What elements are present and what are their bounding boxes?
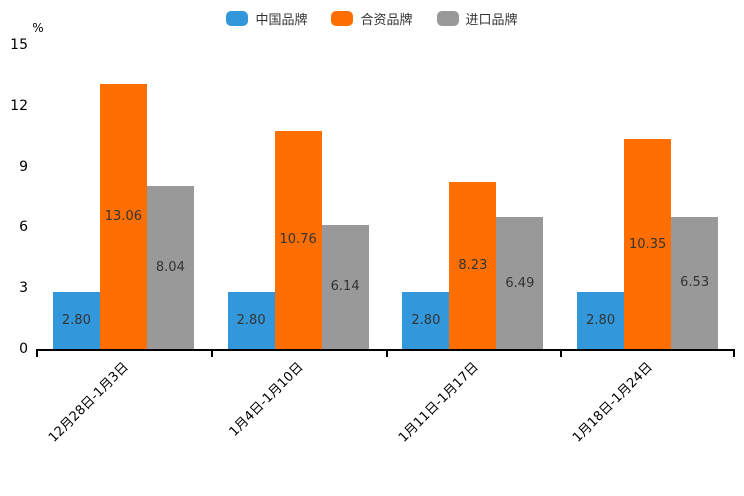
legend-label: 进口品牌 <box>465 13 518 28</box>
bar-value-label: 2.80 <box>586 313 616 329</box>
y-tick-label: 12 <box>10 97 28 114</box>
bar: 10.35 <box>624 139 672 349</box>
legend-swatch-icon <box>226 11 249 26</box>
legend-item[interactable]: 进口品牌 <box>436 9 518 28</box>
bar: 6.14 <box>321 224 369 349</box>
bar: 6.53 <box>671 216 719 349</box>
bar-group: 2.80 13.06 8.04 <box>36 45 211 349</box>
y-tick-label: 6 <box>19 219 28 236</box>
x-tick-label: 1月4日-1月10日 <box>226 359 307 440</box>
bar-value-label: 2.80 <box>236 313 266 329</box>
bar-value-label: 8.04 <box>155 260 185 276</box>
x-axis-tick-mark <box>560 349 563 357</box>
bar: 13.06 <box>99 84 147 349</box>
bar-value-label: 6.53 <box>680 275 710 291</box>
bar-group: 2.80 10.76 6.14 <box>211 45 386 349</box>
bar-value-label: 8.23 <box>458 258 488 274</box>
y-tick-label: 9 <box>19 158 28 175</box>
bar: 2.80 <box>577 292 625 349</box>
bar: 10.76 <box>274 130 322 349</box>
bar-value-label: 10.76 <box>279 232 317 248</box>
bar-group: 2.80 8.23 6.49 <box>386 45 561 349</box>
x-tick-label: 1月18日-1月24日 <box>570 359 657 446</box>
legend-item[interactable]: 合资品牌 <box>331 9 413 28</box>
bar: 8.04 <box>146 186 194 349</box>
bar-value-label: 10.35 <box>629 236 667 252</box>
y-axis-unit-label: % <box>32 21 44 35</box>
bar-value-label: 2.80 <box>61 313 91 329</box>
legend-label: 中国品牌 <box>255 13 308 28</box>
bar-value-label: 6.14 <box>330 279 360 295</box>
bar-group: 2.80 10.35 6.53 <box>560 45 735 349</box>
plot-area: 2.80 13.06 8.04 2.80 10.76 6.14 2.80 8.23 6.49 2.… <box>36 45 735 349</box>
x-tick-label: 12月28日-1月3日 <box>46 359 132 446</box>
bar: 2.80 <box>227 292 275 349</box>
x-axis-tick-mark <box>210 349 213 357</box>
bar-value-label: 13.06 <box>104 209 142 225</box>
x-tick-label: 1月11日-1月17日 <box>395 359 482 446</box>
bar: 8.23 <box>449 182 497 349</box>
y-tick-label: 3 <box>19 280 28 297</box>
y-tick-label: 0 <box>19 341 28 357</box>
bar: 2.80 <box>52 292 100 349</box>
legend-label: 合资品牌 <box>360 13 413 28</box>
x-axis-tick-mark <box>36 349 38 357</box>
x-axis-tick-mark <box>385 349 388 357</box>
bar: 6.49 <box>496 217 544 349</box>
bar-value-label: 2.80 <box>411 313 441 329</box>
bar: 2.80 <box>402 292 450 349</box>
x-axis-tick-mark <box>733 349 735 357</box>
legend-swatch-icon <box>436 11 459 26</box>
y-tick-label: 15 <box>10 37 28 53</box>
legend-swatch-icon <box>331 11 354 26</box>
bar-value-label: 6.49 <box>505 275 535 291</box>
legend-item[interactable]: 中国品牌 <box>226 9 307 28</box>
legend: 中国品牌 合资品牌 进口品牌 <box>0 9 744 28</box>
